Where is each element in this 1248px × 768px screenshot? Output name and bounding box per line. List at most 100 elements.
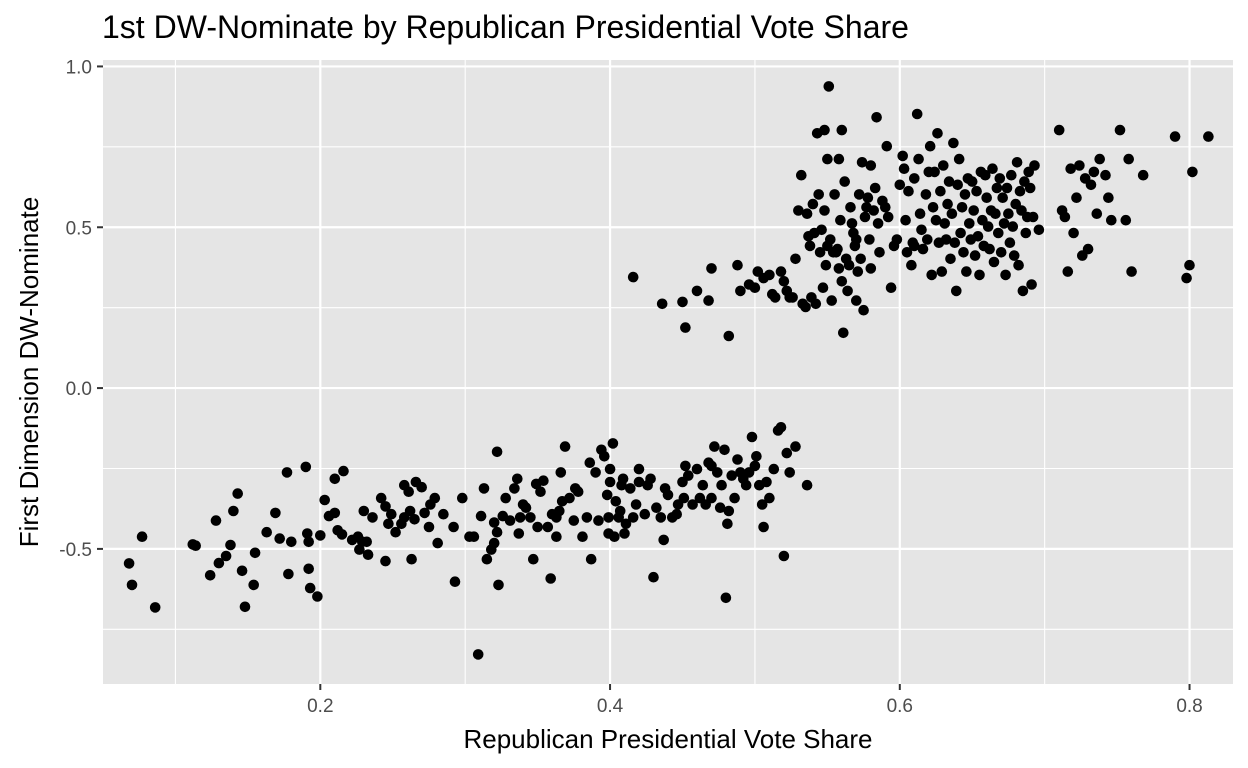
data-point bbox=[796, 169, 807, 181]
data-point bbox=[123, 558, 135, 569]
data-point bbox=[303, 563, 315, 575]
data-point bbox=[1020, 227, 1032, 239]
data-point bbox=[304, 582, 316, 594]
data-point bbox=[390, 526, 401, 538]
chart-title: 1st DW-Nominate by Republican Presidenti… bbox=[102, 9, 909, 45]
data-point bbox=[790, 253, 801, 265]
data-point bbox=[948, 137, 959, 149]
data-point bbox=[555, 467, 567, 478]
data-point bbox=[882, 211, 894, 223]
data-point bbox=[906, 259, 917, 271]
data-point bbox=[790, 441, 801, 452]
data-point bbox=[630, 499, 642, 510]
data-point bbox=[982, 221, 994, 232]
data-point bbox=[998, 218, 1010, 229]
data-point bbox=[938, 160, 949, 171]
data-point bbox=[315, 530, 326, 541]
x-tick-label: 0.6 bbox=[887, 696, 913, 717]
data-point bbox=[380, 501, 391, 512]
data-point bbox=[658, 534, 669, 546]
data-point bbox=[312, 591, 323, 602]
data-point bbox=[1008, 250, 1020, 261]
data-point bbox=[885, 282, 897, 294]
data-points bbox=[123, 81, 1214, 660]
plot-panel bbox=[103, 60, 1233, 684]
data-point bbox=[1004, 237, 1016, 248]
data-point bbox=[793, 205, 804, 216]
data-point bbox=[564, 492, 575, 504]
data-point bbox=[568, 515, 580, 526]
y-tick-label: 0.5 bbox=[66, 218, 92, 239]
data-point bbox=[833, 153, 845, 165]
data-point bbox=[723, 505, 735, 517]
data-point bbox=[898, 163, 910, 174]
data-point bbox=[468, 531, 480, 542]
data-point bbox=[1184, 259, 1195, 271]
data-point bbox=[210, 515, 222, 526]
data-point bbox=[855, 253, 866, 265]
data-point bbox=[784, 467, 795, 478]
data-point bbox=[438, 508, 449, 520]
data-point bbox=[1187, 166, 1198, 178]
data-point bbox=[619, 528, 630, 539]
data-point bbox=[955, 227, 966, 239]
data-point bbox=[1106, 214, 1117, 226]
data-point bbox=[491, 446, 503, 458]
data-point bbox=[901, 247, 913, 258]
data-point bbox=[585, 553, 597, 565]
data-point bbox=[475, 510, 487, 522]
data-point bbox=[432, 537, 444, 549]
data-point bbox=[545, 573, 556, 584]
data-point bbox=[964, 218, 975, 229]
data-point bbox=[1013, 259, 1024, 271]
data-point bbox=[604, 463, 616, 475]
axes: 0.2 0.4 0.6 0.8 -0.5 0.0 0.5 1.0 bbox=[59, 57, 1202, 717]
data-point bbox=[1065, 163, 1076, 174]
data-point bbox=[1091, 208, 1103, 219]
data-point bbox=[662, 489, 674, 501]
data-point bbox=[945, 253, 956, 265]
data-point bbox=[448, 521, 459, 533]
data-point bbox=[406, 553, 417, 565]
data-point bbox=[712, 467, 723, 478]
data-point bbox=[283, 568, 294, 580]
data-point bbox=[838, 327, 849, 339]
data-point bbox=[1001, 182, 1013, 194]
x-tick-label: 0.4 bbox=[597, 696, 624, 717]
data-point bbox=[1024, 182, 1036, 194]
data-point bbox=[651, 502, 662, 513]
data-point bbox=[778, 276, 790, 287]
data-point bbox=[678, 492, 690, 504]
data-point bbox=[627, 271, 639, 283]
data-point bbox=[836, 276, 848, 287]
data-point bbox=[1120, 214, 1132, 226]
data-point bbox=[655, 512, 667, 523]
data-point bbox=[300, 461, 312, 473]
x-tick-label: 0.8 bbox=[1176, 696, 1202, 717]
data-point bbox=[559, 441, 571, 452]
data-point bbox=[190, 540, 201, 551]
data-point bbox=[781, 447, 793, 459]
data-point bbox=[680, 322, 691, 333]
data-point bbox=[846, 218, 858, 229]
data-point bbox=[687, 499, 698, 510]
data-point bbox=[620, 518, 632, 530]
data-point bbox=[914, 208, 926, 219]
data-point bbox=[1085, 179, 1097, 191]
data-point bbox=[958, 247, 969, 258]
data-point bbox=[538, 475, 549, 487]
data-point bbox=[1203, 131, 1214, 142]
data-point bbox=[851, 295, 862, 306]
data-point bbox=[869, 182, 881, 194]
data-point bbox=[764, 492, 775, 504]
data-point bbox=[864, 234, 875, 245]
data-point bbox=[903, 185, 914, 197]
data-point bbox=[380, 555, 391, 567]
data-point bbox=[819, 205, 830, 216]
data-point bbox=[913, 153, 924, 165]
data-point bbox=[504, 515, 516, 526]
data-point bbox=[987, 163, 998, 174]
data-point bbox=[871, 112, 882, 123]
data-point bbox=[735, 285, 746, 297]
data-point bbox=[627, 512, 639, 523]
